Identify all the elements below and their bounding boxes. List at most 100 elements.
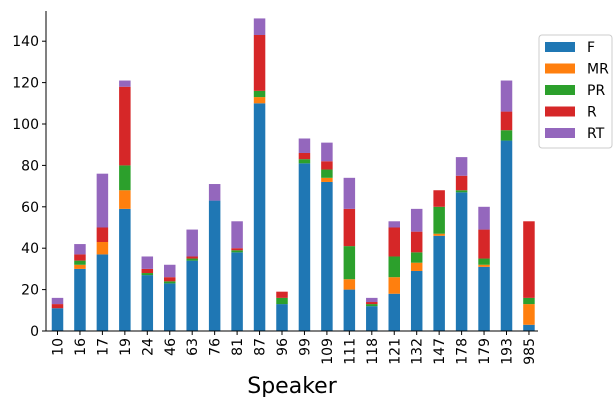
bar-MR-16 [74, 264, 86, 269]
bar-PR-96 [276, 297, 288, 305]
bar-PR-63 [186, 258, 198, 261]
bar-RT-178 [455, 157, 468, 176]
x-tick-label-76: 76 [208, 338, 224, 356]
bar-F-132 [410, 270, 423, 331]
bar-R-147 [433, 190, 445, 207]
bar-R-17 [96, 227, 109, 242]
bar-R-96 [276, 291, 288, 298]
legend-swatch-PR [545, 85, 575, 95]
bar-RT-17 [96, 173, 109, 228]
x-tick-label-132: 132 [410, 338, 426, 365]
bars-layer [51, 18, 535, 331]
bar-R-24 [141, 268, 154, 274]
bar-F-24 [141, 275, 154, 331]
bar-PR-46 [164, 281, 176, 284]
bar-R-46 [164, 277, 176, 282]
bar-F-121 [388, 293, 400, 331]
x-tick-label-63: 63 [185, 338, 201, 356]
bar-RT-10 [51, 297, 64, 305]
y-tick-label-140: 140 [12, 34, 39, 50]
bar-R-63 [186, 256, 198, 259]
bar-PR-132 [410, 252, 423, 263]
legend-label-RT: RT [587, 126, 605, 142]
x-axis-title: Speaker [247, 374, 337, 397]
x-tick-label-24: 24 [140, 338, 156, 356]
bar-RT-118 [366, 297, 378, 303]
bar-PR-19 [119, 165, 131, 191]
bar-RT-87 [253, 18, 266, 35]
bar-RT-24 [141, 256, 154, 269]
bar-RT-81 [231, 221, 243, 249]
y-tick-label-40: 40 [21, 241, 39, 257]
y-tick-label-0: 0 [30, 324, 39, 340]
legend-swatch-R [545, 106, 575, 117]
bar-R-193 [500, 111, 513, 131]
bar-PR-985 [523, 297, 535, 305]
bar-F-111 [343, 289, 356, 331]
legend-swatch-F [545, 42, 575, 52]
y-tick-label-60: 60 [21, 200, 39, 216]
x-tick-label-118: 118 [365, 338, 381, 365]
bar-RT-109 [321, 142, 333, 162]
bar-PR-99 [298, 159, 311, 164]
y-tick-label-20: 20 [21, 283, 39, 299]
bar-R-118 [366, 302, 378, 305]
bar-PR-81 [231, 250, 243, 253]
bar-R-16 [74, 254, 86, 261]
bar-RT-121 [388, 221, 400, 228]
legend-box [538, 34, 613, 149]
bar-F-63 [186, 260, 198, 331]
x-tick-label-16: 16 [73, 338, 89, 356]
legend-label-F: F [587, 40, 595, 56]
bar-F-147 [433, 235, 445, 331]
x-tick-label-17: 17 [95, 338, 111, 356]
bar-F-118 [366, 306, 378, 331]
bar-RT-16 [74, 244, 86, 255]
bar-MR-109 [321, 177, 333, 182]
bar-RT-99 [298, 138, 311, 153]
bar-R-87 [253, 34, 266, 91]
bar-F-178 [455, 192, 468, 331]
bar-R-81 [231, 248, 243, 251]
bar-R-178 [455, 175, 468, 191]
bar-F-46 [164, 283, 176, 331]
bar-R-179 [478, 229, 490, 259]
bar-MR-111 [343, 279, 356, 290]
bar-F-10 [51, 308, 64, 331]
x-tick-label-96: 96 [275, 338, 291, 356]
legend-swatch-RT [545, 128, 575, 138]
bar-F-96 [276, 304, 288, 331]
legend-label-PR: PR [587, 83, 605, 99]
x-tick-label-178: 178 [455, 338, 471, 365]
bar-F-179 [478, 266, 490, 331]
bar-R-132 [410, 231, 423, 253]
bar-PR-118 [366, 304, 378, 307]
bar-PR-16 [74, 260, 86, 265]
bar-R-10 [51, 304, 64, 309]
bar-PR-178 [455, 190, 468, 193]
bar-R-121 [388, 227, 400, 257]
x-tick-label-10: 10 [51, 338, 67, 356]
bar-RT-193 [500, 80, 513, 112]
bar-RT-111 [343, 177, 356, 209]
x-tick-label-99: 99 [297, 338, 313, 356]
y-tick-label-120: 120 [12, 76, 39, 92]
bar-R-985 [523, 221, 535, 298]
bar-RT-179 [478, 206, 490, 230]
bar-F-193 [500, 140, 513, 331]
bar-PR-24 [141, 273, 154, 276]
bar-RT-76 [208, 184, 221, 201]
bar-F-76 [208, 200, 221, 331]
bar-F-16 [74, 268, 86, 331]
bar-F-87 [253, 103, 266, 331]
legend-swatch-MR [545, 63, 575, 74]
bar-PR-111 [343, 246, 356, 280]
x-tick-label-81: 81 [230, 338, 246, 356]
x-tick-label-147: 147 [432, 338, 448, 365]
y-tick-label-80: 80 [21, 158, 39, 174]
y-axis: 0 20 40 60 80 100 120 140 [12, 11, 47, 340]
x-axis: 10 16 17 19 24 46 63 76 81 87 96 99 109 111 118 121 132 1… [46, 330, 538, 365]
bar-MR-19 [119, 190, 131, 209]
bar-RT-46 [164, 264, 176, 278]
